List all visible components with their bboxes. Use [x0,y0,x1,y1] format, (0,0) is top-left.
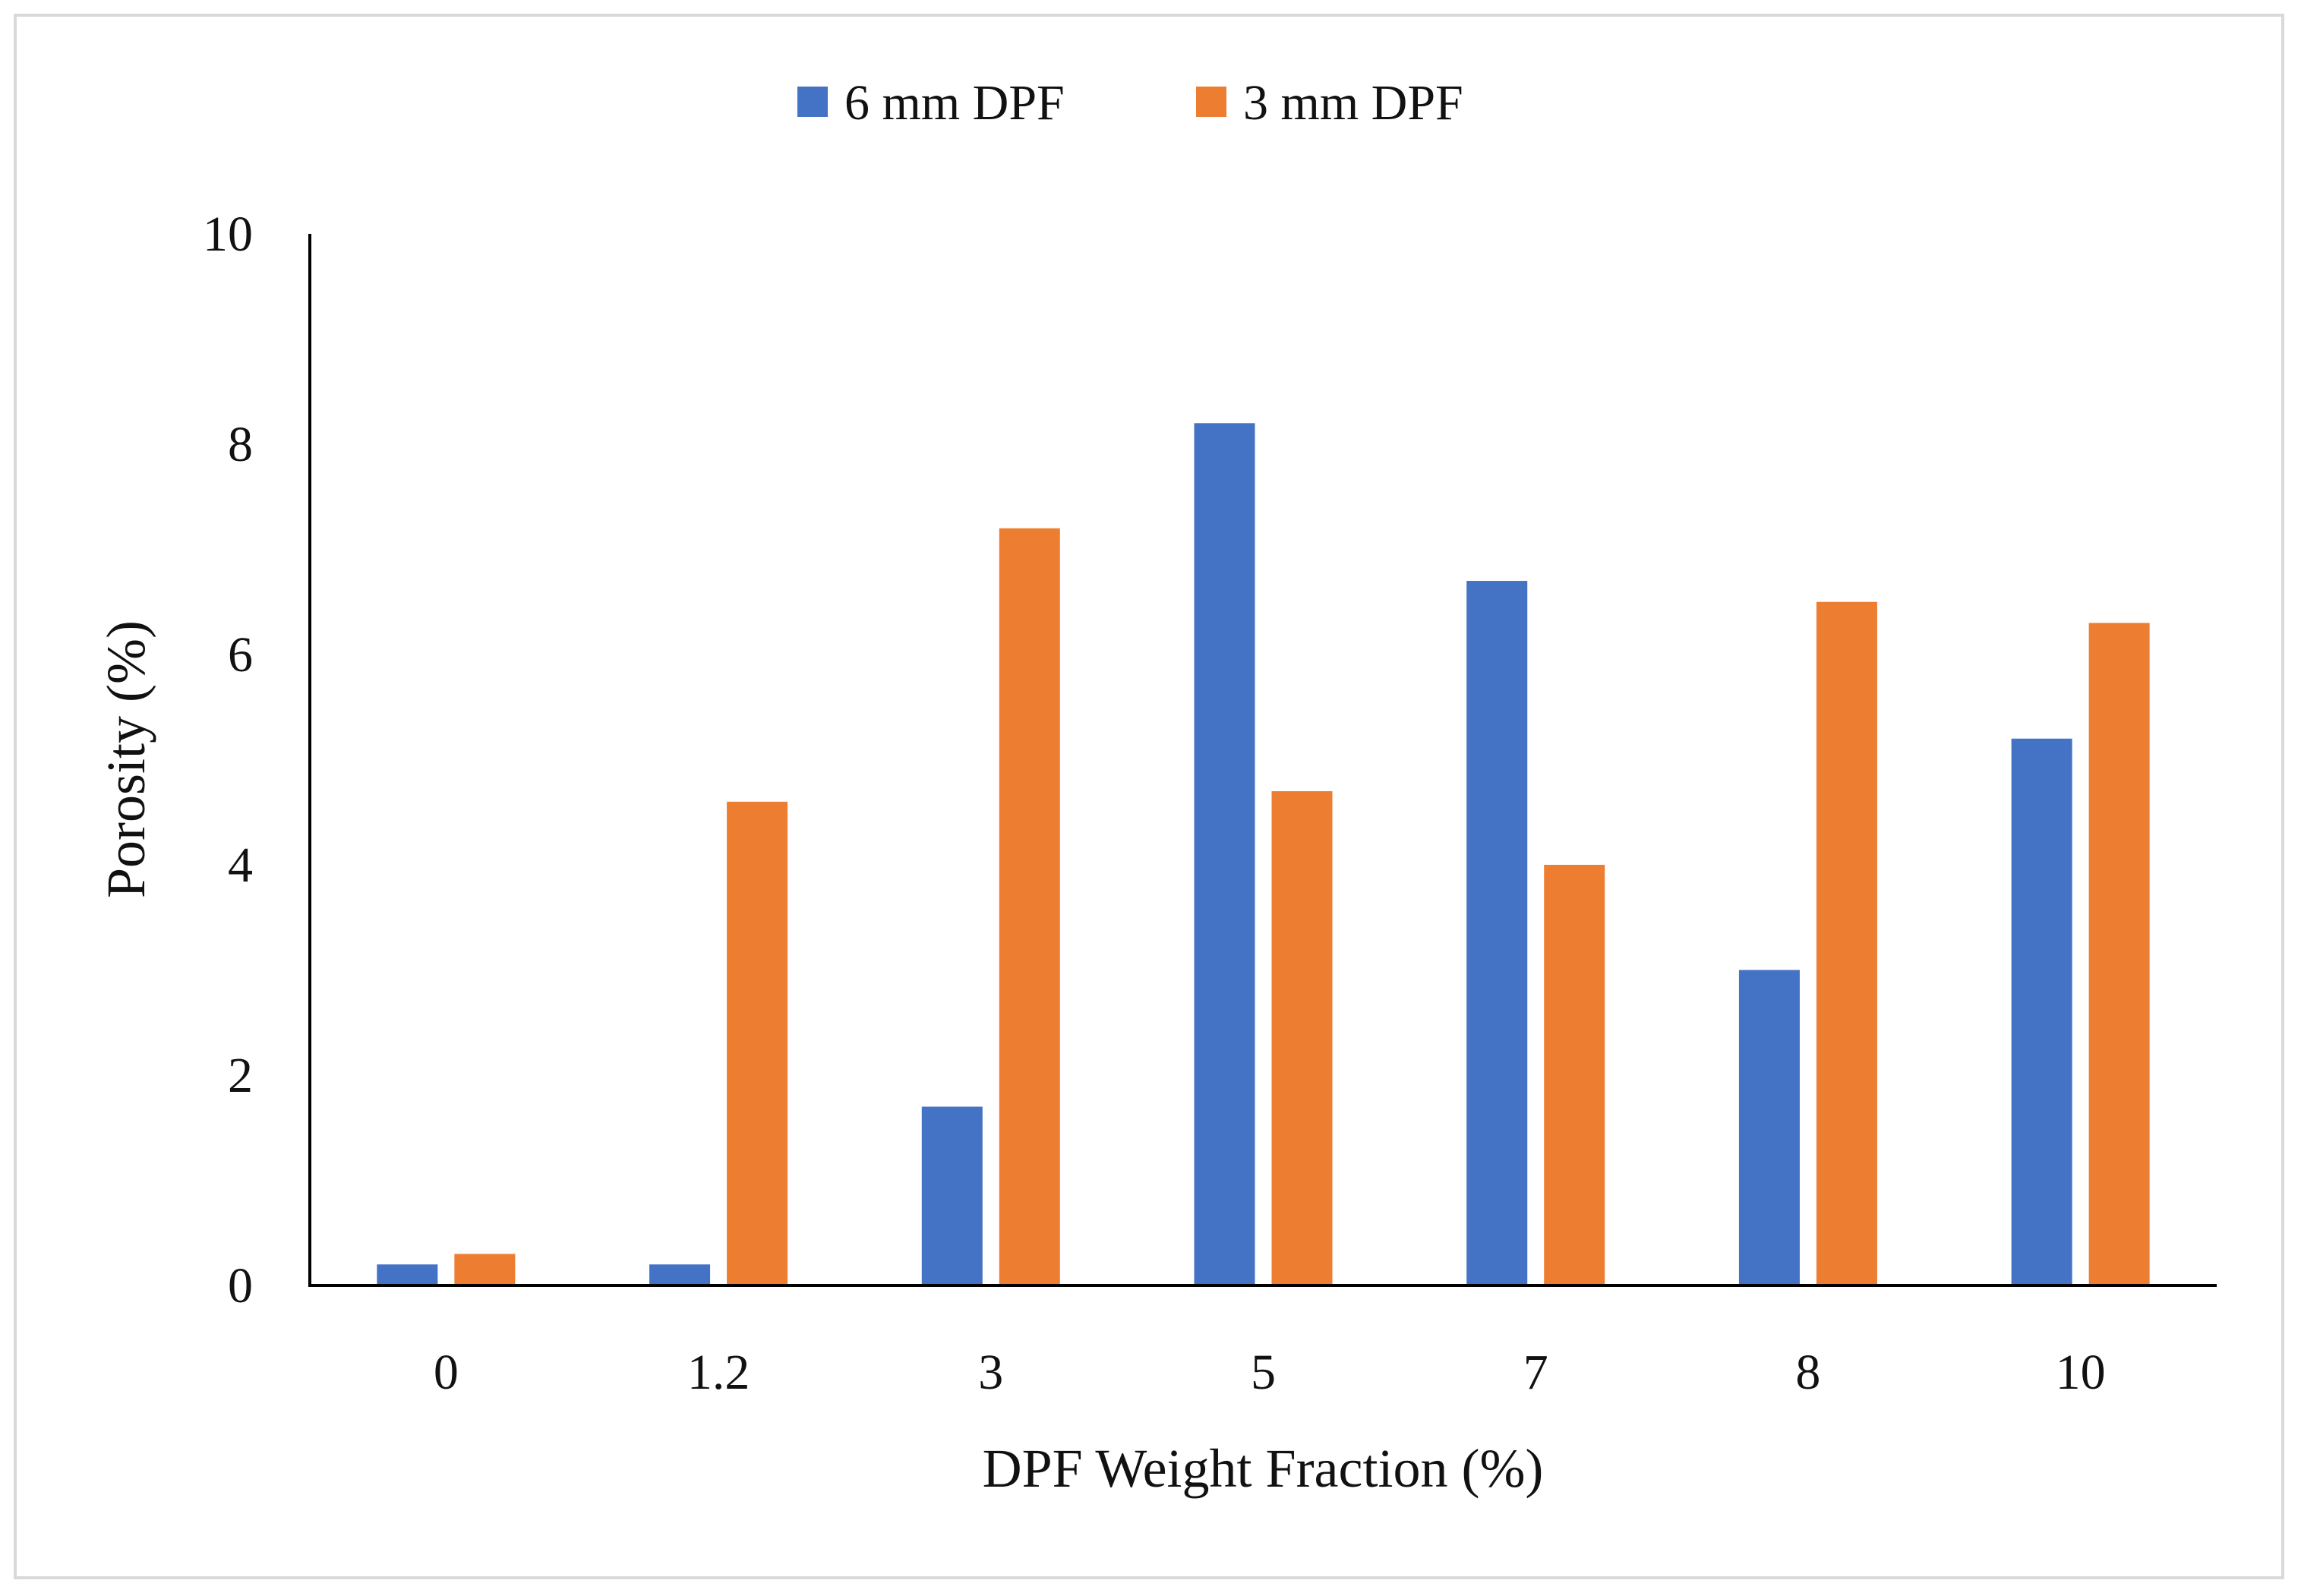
y-tick-label: 0 [228,1258,253,1314]
x-tick-label: 7 [1523,1345,1548,1400]
legend: 6 mm DPF 3 mm DPF [797,75,1463,131]
legend-swatch-6mm [797,87,828,117]
bar-3mm [999,528,1060,1285]
x-axis-title: DPF Weight Fraction (%) [983,1438,1544,1499]
legend-swatch-3mm [1196,87,1226,117]
bar-3mm [454,1254,516,1285]
bar-6mm [921,1106,983,1285]
bar-6mm [1738,970,1800,1285]
bar-6mm [1466,581,1528,1285]
bar-3mm [727,801,788,1285]
bars [377,423,2150,1285]
chart-frame [14,14,2284,1579]
legend-label-6mm: 6 mm DPF [844,75,1065,131]
bar-6mm [2011,738,2072,1285]
y-axis-title: Porosity (%) [96,620,156,898]
y-tick-label: 2 [228,1048,253,1103]
x-tick-label: 10 [2056,1345,2106,1400]
bar-6mm [377,1264,438,1285]
legend-label-3mm: 3 mm DPF [1243,75,1463,131]
x-tick-label: 0 [434,1345,459,1400]
bar-3mm [1816,601,1877,1285]
x-tick-label: 5 [1251,1345,1276,1400]
y-tick-label: 4 [228,837,253,893]
x-tick-label: 1.2 [687,1345,750,1400]
y-tick-label: 6 [228,627,253,683]
y-tick-label: 8 [228,417,253,472]
x-tick-label: 3 [978,1345,1003,1400]
y-tick-label: 10 [203,207,253,262]
bar-3mm [1271,791,1333,1285]
bar-3mm [1544,865,1605,1285]
bar-3mm [2088,623,2150,1285]
x-tick-label: 8 [1795,1345,1820,1400]
y-axis-ticks: 0 2 4 6 8 10 [203,207,253,1314]
bar-6mm [1194,423,1255,1285]
x-axis-ticks: 0 1.2 3 5 7 8 10 [434,1345,2106,1400]
bar-6mm [649,1264,711,1285]
